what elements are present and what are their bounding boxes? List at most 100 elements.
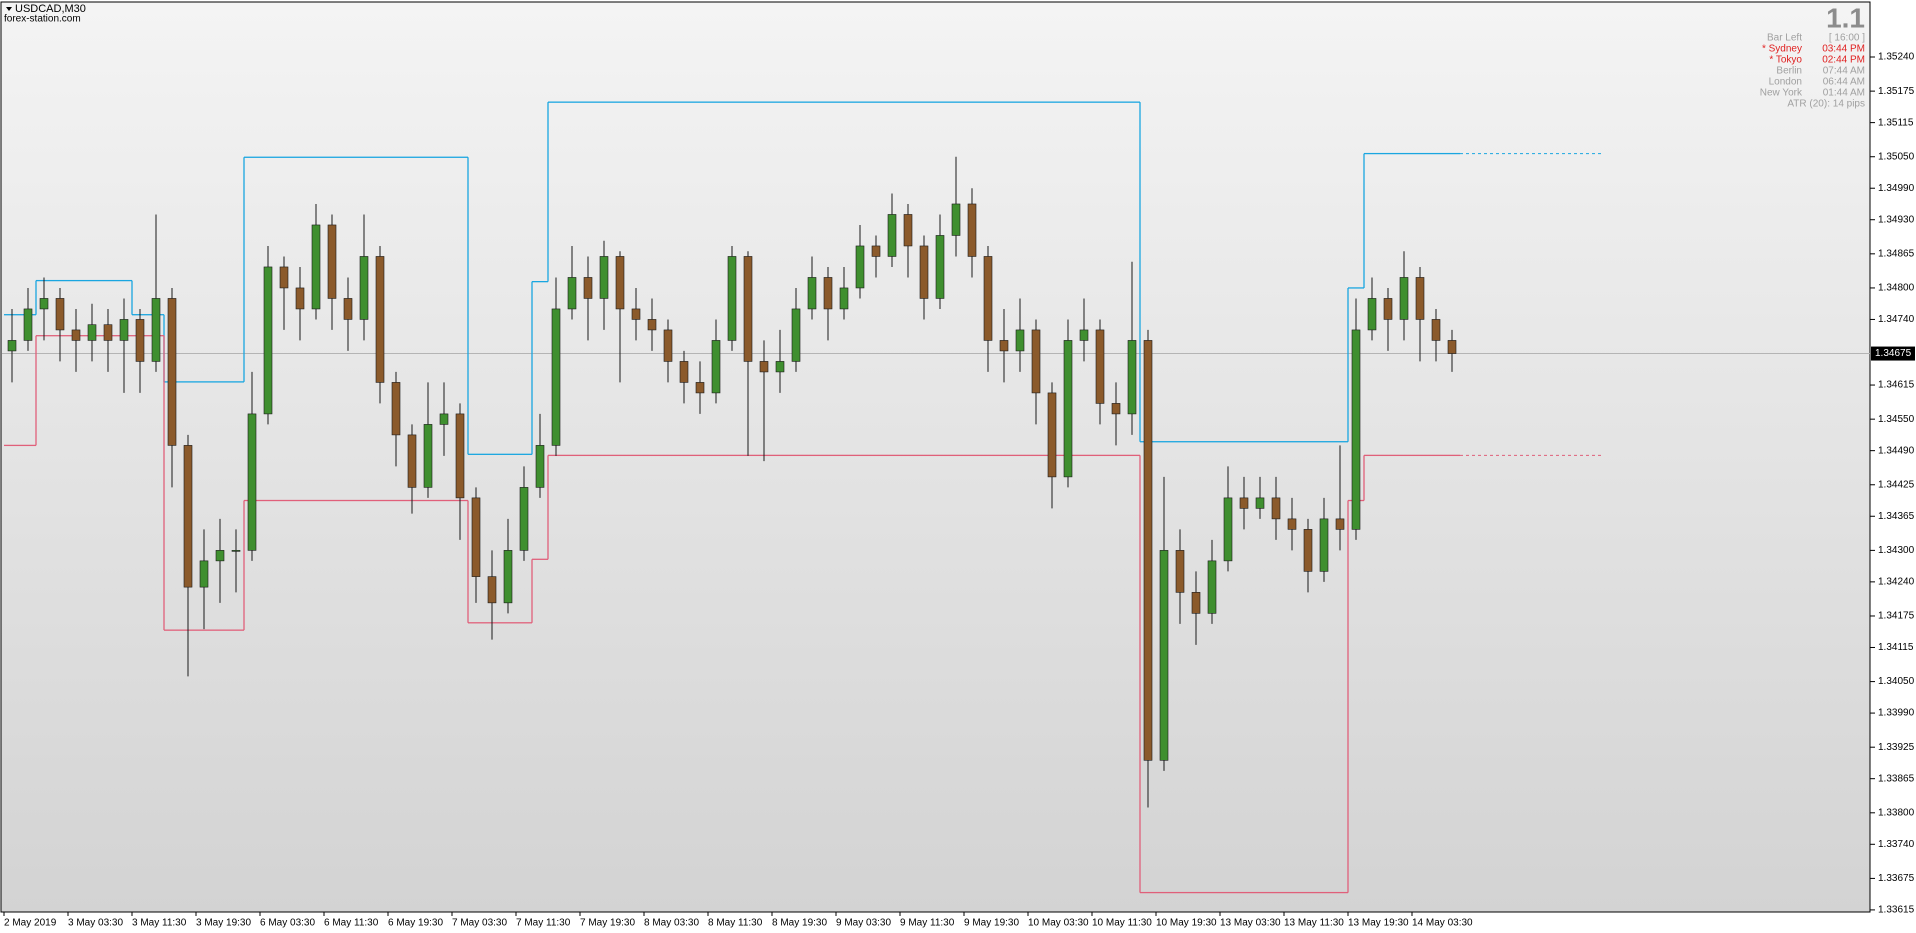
- candle-body: [903, 214, 913, 247]
- candle-body: [311, 224, 321, 310]
- candle-body: [663, 329, 673, 362]
- candle-body: [391, 382, 401, 436]
- candle-body: [535, 445, 545, 488]
- candle-body: [23, 308, 33, 341]
- info-label: * Tokyo: [1769, 55, 1802, 66]
- x-tick-label: 7 May 11:30: [516, 918, 571, 929]
- candle-body: [439, 413, 449, 425]
- candle-body: [1303, 529, 1313, 572]
- info-panel: Bar Left [ 16:00 ] * Sydney 03:44 PM * Tokyo…: [1760, 33, 1865, 99]
- candle-body: [1143, 340, 1153, 761]
- candle-body: [1015, 329, 1025, 352]
- candle-body: [807, 277, 817, 310]
- candle-body: [1399, 277, 1409, 320]
- candle-body: [775, 361, 785, 373]
- info-value: [ 16:00 ]: [1829, 33, 1865, 44]
- y-tick-label: 1.34800: [1878, 283, 1915, 294]
- candle-body: [551, 308, 561, 446]
- x-tick-label: 9 May 11:30: [900, 918, 955, 929]
- info-value: 01:44 AM: [1823, 88, 1865, 99]
- candle-body: [759, 361, 769, 373]
- candle-body: [887, 214, 897, 257]
- candle-body: [1047, 392, 1057, 478]
- y-tick-label: 1.34930: [1878, 214, 1915, 225]
- x-tick-label: 13 May 19:30: [1348, 918, 1409, 929]
- candle-body: [1367, 298, 1377, 331]
- y-tick-label: 1.35115: [1878, 117, 1914, 128]
- y-tick-label: 1.33740: [1878, 839, 1915, 850]
- candle-body: [231, 550, 241, 552]
- last-price-box: [1871, 346, 1915, 361]
- candle-body: [599, 256, 609, 299]
- candle-body: [1447, 340, 1457, 354]
- y-tick-label: 1.33675: [1878, 873, 1915, 884]
- candle-body: [39, 298, 49, 310]
- candle-body: [519, 487, 529, 551]
- candle-body: [407, 434, 417, 488]
- candle-body: [199, 560, 209, 588]
- candle-body: [87, 324, 97, 341]
- candle-body: [1191, 592, 1201, 614]
- candle-body: [935, 235, 945, 299]
- x-tick-label: 6 May 19:30: [388, 918, 443, 929]
- candle-body: [615, 256, 625, 310]
- candle-body: [1335, 518, 1345, 530]
- info-big: 1.1: [1826, 2, 1865, 33]
- candle-body: [1063, 340, 1073, 478]
- y-tick-label: 1.35175: [1878, 86, 1915, 97]
- candle-body: [951, 203, 961, 236]
- candle-body: [1111, 403, 1121, 415]
- candle-body: [1159, 550, 1169, 761]
- x-tick-label: 10 May 03:30: [1028, 918, 1089, 929]
- x-tick-label: 8 May 03:30: [644, 918, 699, 929]
- y-tick-label: 1.34615: [1878, 380, 1915, 391]
- candle-body: [1079, 329, 1089, 341]
- x-tick-label: 7 May 03:30: [452, 918, 507, 929]
- x-tick-label: 8 May 11:30: [708, 918, 763, 929]
- atr: ATR (20): 14 pips: [1787, 99, 1865, 110]
- candle-body: [295, 287, 305, 310]
- info-label: Bar Left: [1767, 33, 1802, 44]
- x-tick-label: 9 May 03:30: [836, 918, 891, 929]
- y-tick-label: 1.34050: [1878, 676, 1915, 687]
- x-tick-label: 14 May 03:30: [1412, 918, 1473, 929]
- candle-body: [359, 256, 369, 320]
- info-value: 02:44 PM: [1822, 55, 1865, 66]
- candle-body: [1223, 497, 1233, 562]
- candle-body: [983, 256, 993, 341]
- y-tick-label: 1.33990: [1878, 708, 1915, 719]
- candle-body: [503, 550, 513, 604]
- y-tick-label: 1.34865: [1878, 248, 1915, 259]
- x-tick-label: 2 May 2019: [4, 918, 57, 929]
- candle-body: [55, 298, 65, 331]
- candle-body: [839, 287, 849, 310]
- candle-body: [327, 224, 337, 299]
- info-label: London: [1769, 77, 1802, 88]
- candle-body: [103, 324, 113, 341]
- candle-body: [1127, 340, 1137, 415]
- candle-body: [1095, 329, 1105, 404]
- y-tick-label: 1.34115: [1878, 642, 1914, 653]
- plot-area: [0, 1, 1871, 913]
- y-tick-label: 1.33865: [1878, 773, 1915, 784]
- candle-body: [695, 382, 705, 394]
- candle-body: [791, 308, 801, 362]
- candle-body: [487, 576, 497, 604]
- candle-body: [471, 497, 481, 577]
- x-tick-label: 10 May 19:30: [1156, 918, 1217, 929]
- candle-body: [967, 203, 977, 257]
- last-price-label: 1.34675: [1875, 348, 1912, 359]
- candle-body: [871, 245, 881, 257]
- menu-arrow: [6, 7, 12, 11]
- candle-body: [1271, 497, 1281, 520]
- candle-body: [215, 550, 225, 562]
- candle-body: [343, 298, 353, 320]
- candle-body: [1255, 497, 1265, 509]
- candle-body: [727, 256, 737, 341]
- y-tick-label: 1.35050: [1878, 151, 1915, 162]
- info-label: New York: [1760, 88, 1803, 99]
- candle-body: [631, 308, 641, 320]
- y-tick-label: 1.33615: [1878, 905, 1915, 916]
- candle-body: [711, 340, 721, 394]
